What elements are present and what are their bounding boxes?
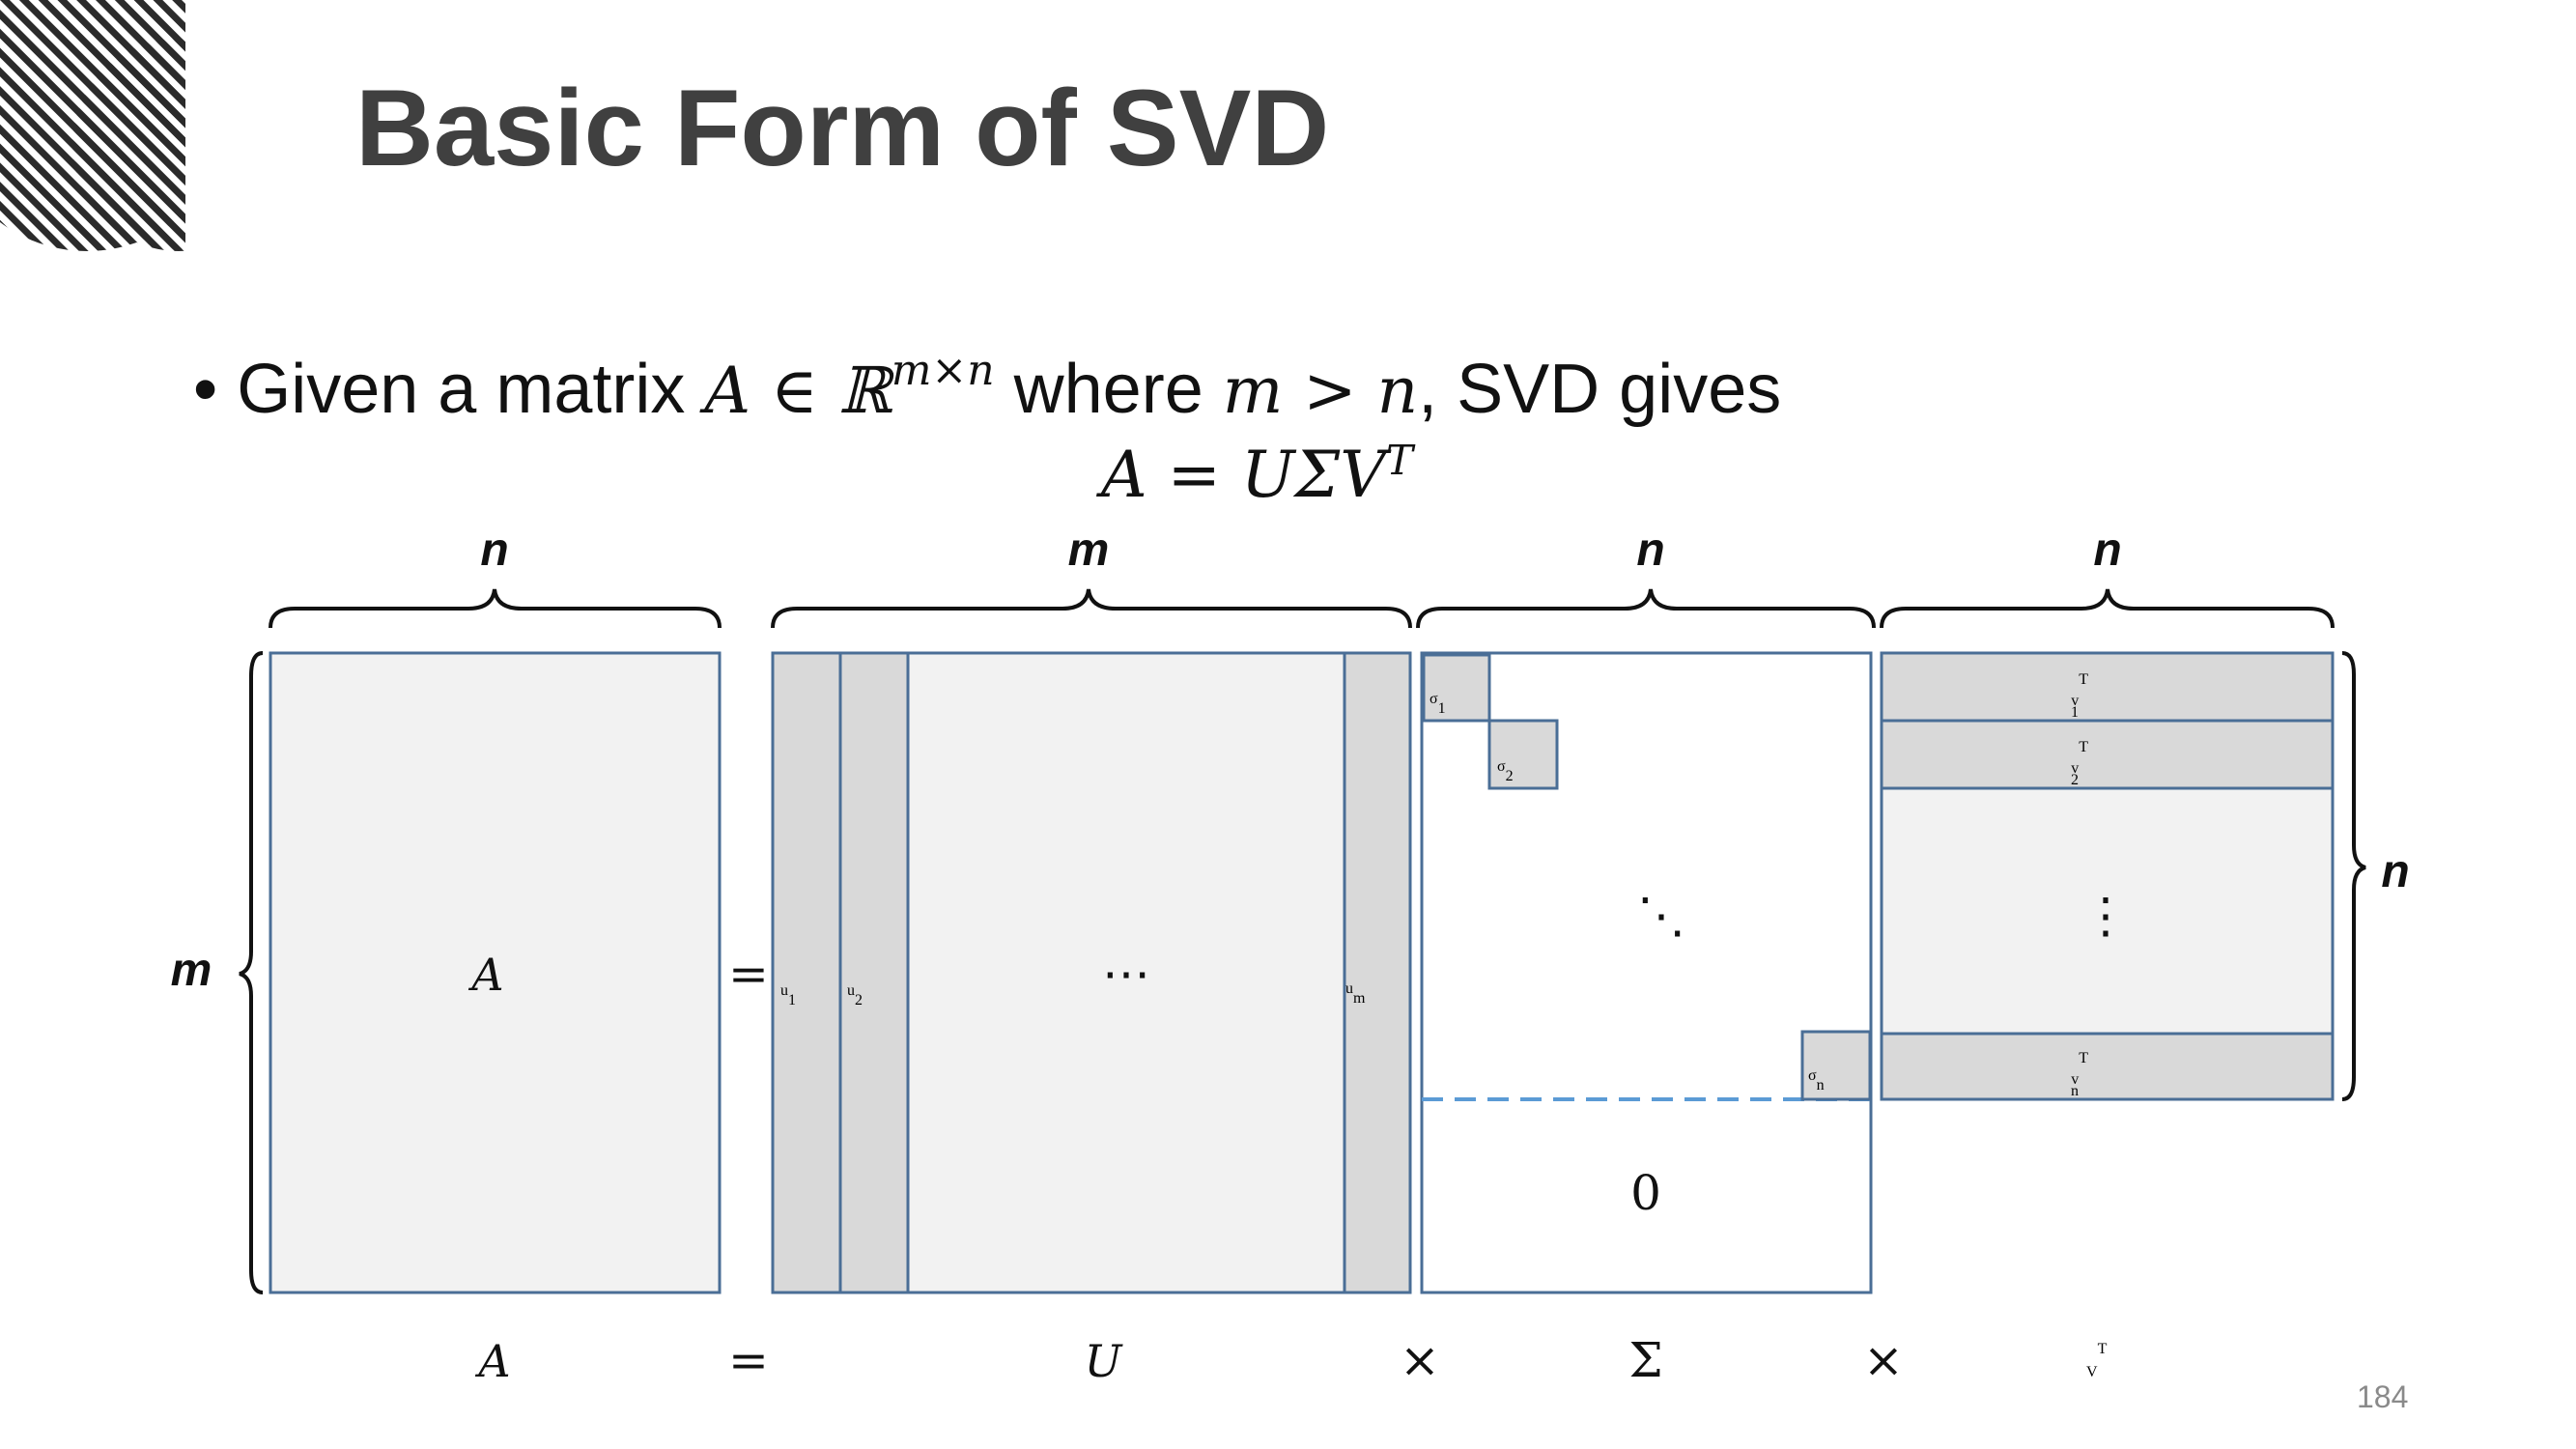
slide-title: Basic Form of SVD bbox=[355, 68, 1330, 188]
bottom-label-times-2: × bbox=[1863, 1332, 1904, 1388]
sigma1-label: σ1 bbox=[1430, 691, 1446, 717]
sigma2-cell bbox=[1487, 719, 1559, 790]
bottom-label-U: U bbox=[1085, 1335, 1124, 1387]
sigma-diagonal-dots: ⋱ bbox=[1637, 888, 1685, 944]
v1T-label: vT 1 bbox=[2071, 671, 2088, 721]
vnT-row bbox=[1880, 1032, 2335, 1101]
brace-left-A bbox=[239, 651, 264, 1294]
sigman-cell bbox=[1800, 1030, 1872, 1101]
vt-rows-dots: ⋮ bbox=[2081, 888, 2130, 944]
dim-label-A-width: n bbox=[480, 525, 508, 576]
math-A-in-R: A ∈ ℝm×n bbox=[704, 346, 995, 428]
sigma-zero-block: 0 bbox=[1630, 1165, 1661, 1221]
u-columns-dots: ⋯ bbox=[1102, 946, 1150, 1002]
sigma1-cell bbox=[1422, 653, 1491, 723]
matrix-A-box bbox=[269, 651, 722, 1294]
bottom-label-Sigma: Σ bbox=[1628, 1332, 1662, 1388]
brace-top-U bbox=[771, 588, 1412, 629]
sigma2-label: σ2 bbox=[1497, 758, 1514, 784]
dim-label-Sigma-width: n bbox=[1636, 525, 1664, 576]
u2-label: u2 bbox=[847, 982, 863, 1009]
matrix-A-label: A bbox=[467, 949, 503, 1001]
v1T-row bbox=[1880, 651, 2335, 723]
brace-top-Sigma bbox=[1416, 588, 1876, 629]
brace-top-Vt bbox=[1880, 588, 2335, 629]
u1-column bbox=[771, 651, 842, 1294]
bullet-prefix: • Given a matrix bbox=[193, 351, 705, 428]
equals-sign-inline: = bbox=[728, 946, 769, 1002]
hatched-circles-logo bbox=[0, 0, 185, 251]
bottom-label-equals: = bbox=[728, 1332, 769, 1388]
v2T-label: vT 2 bbox=[2071, 739, 2088, 788]
bottom-label-A: A bbox=[474, 1335, 510, 1387]
dim-label-Vt-width: n bbox=[2093, 525, 2121, 576]
dim-label-A-height: m bbox=[171, 945, 212, 996]
brace-top-A bbox=[269, 588, 722, 629]
equation-sup: T bbox=[1385, 437, 1413, 484]
um-label: um bbox=[1345, 980, 1366, 1007]
bullet-suffix: , SVD gives bbox=[1418, 351, 1782, 428]
u1-label: u1 bbox=[780, 982, 796, 1009]
page-number: 184 bbox=[2357, 1379, 2409, 1414]
dim-label-Vt-height: n bbox=[2381, 846, 2409, 897]
brace-right-Vt bbox=[2341, 651, 2366, 1101]
math-dim-sup: m×n bbox=[891, 346, 995, 395]
dim-label-U-width: m bbox=[1068, 525, 1110, 576]
v2T-row bbox=[1880, 719, 2335, 790]
um-column bbox=[1343, 651, 1412, 1294]
math-m-gt-n: m > n bbox=[1222, 354, 1419, 428]
vnT-label: vT n bbox=[2071, 1050, 2088, 1099]
bullet-mid: where bbox=[994, 351, 1223, 428]
bottom-label-times-1: × bbox=[1400, 1332, 1440, 1388]
u2-column bbox=[838, 651, 910, 1294]
bottom-label-Vt: VT bbox=[2086, 1341, 2108, 1380]
sigman-label: σn bbox=[1808, 1067, 1825, 1094]
bullet-text: • Given a matrix A ∈ ℝm×n where m > n, S… bbox=[193, 346, 1782, 429]
svd-equation: A = UΣVT bbox=[1101, 437, 1413, 512]
